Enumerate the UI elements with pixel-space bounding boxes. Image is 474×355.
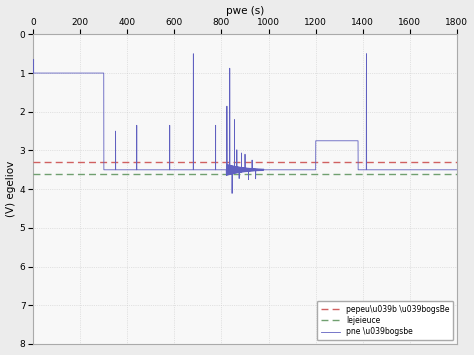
pne \u039bogsbe	[253, 169, 258, 173]
pne \u039bogsbe	[292, 168, 297, 172]
Legend: pepeu\u039b \u039bogsBe, lejeieuce, pne \u039bogsbe: pepeu\u039b \u039bogsBe, lejeieuce, pne …	[317, 301, 453, 340]
pne \u039bogsbe	[30, 71, 36, 75]
Y-axis label: (V) egeliov: (V) egeliov	[6, 161, 16, 217]
lejeieuce	[30, 171, 36, 176]
pne \u039bogsbe	[278, 168, 283, 172]
pne \u039bogsbe	[191, 51, 196, 56]
pne \u039bogsbe	[149, 168, 155, 172]
pepeu\u039b \u039bogsBe	[30, 160, 36, 164]
pne \u039bogsbe	[229, 191, 235, 196]
Line: pne \u039bogsbe: pne \u039bogsbe	[33, 54, 457, 193]
pne \u039bogsbe	[454, 168, 460, 172]
pne \u039bogsbe	[130, 168, 136, 172]
pepeu\u039b \u039bogsBe	[30, 160, 36, 164]
X-axis label: pwe (s): pwe (s)	[226, 6, 264, 16]
lejeieuce	[30, 171, 36, 176]
pne \u039bogsbe	[134, 168, 140, 172]
